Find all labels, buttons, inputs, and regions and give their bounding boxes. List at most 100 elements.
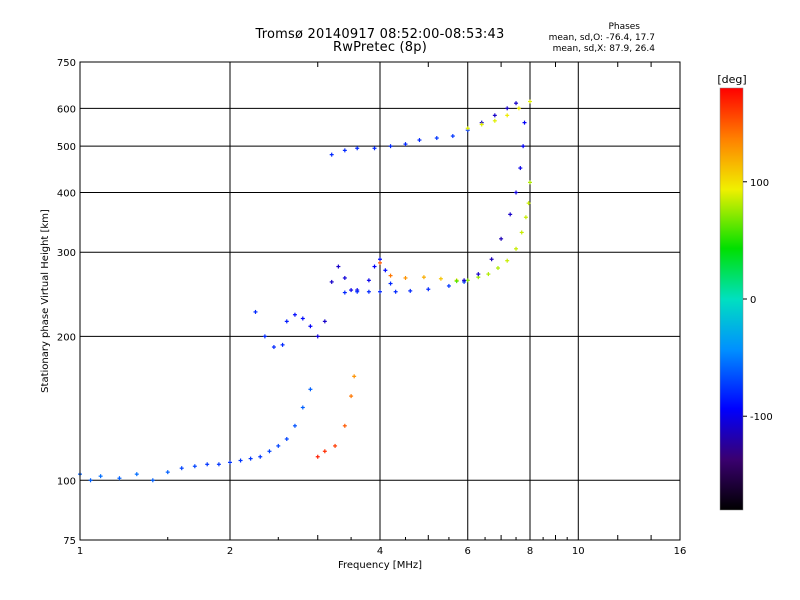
data-point xyxy=(271,345,276,350)
data-point xyxy=(342,275,347,280)
data-point xyxy=(516,106,521,111)
data-point xyxy=(262,334,267,339)
phase-stats-o: mean, sd,O: -76.4, 17.7 xyxy=(548,33,655,43)
data-point xyxy=(492,118,497,123)
x-tick-label: 6 xyxy=(465,546,471,557)
data-point xyxy=(417,138,422,143)
data-point xyxy=(434,136,439,141)
data-point xyxy=(465,126,470,131)
y-tick-label: 100 xyxy=(57,476,76,487)
data-point xyxy=(165,470,170,475)
y-axis-ticks: 75 100 200 300 400 500 600 750 xyxy=(57,58,76,547)
colorbar-tick-label: 0 xyxy=(750,295,756,306)
data-point xyxy=(476,272,481,277)
data-point xyxy=(505,106,510,111)
colorbar-tick-label: -100 xyxy=(750,412,773,423)
data-point xyxy=(300,405,305,410)
chart-subtitle: RwPretec (8p) xyxy=(333,40,427,55)
data-point xyxy=(514,246,519,251)
data-point xyxy=(528,99,532,104)
colorbar-label: [deg] xyxy=(717,73,746,86)
data-point xyxy=(349,394,354,399)
y-axis-label: Stationary phase Virtual Height [km] xyxy=(40,209,51,393)
data-point xyxy=(342,423,347,428)
data-point xyxy=(258,454,263,459)
data-point xyxy=(462,278,467,283)
data-point xyxy=(383,268,388,273)
data-point xyxy=(523,215,528,220)
data-point xyxy=(403,275,408,280)
data-point xyxy=(366,278,371,283)
data-point xyxy=(292,423,297,428)
x-axis-label: Frequency [MHz] xyxy=(338,560,422,571)
data-point xyxy=(526,201,531,206)
data-point xyxy=(518,166,523,171)
data-point xyxy=(292,312,297,317)
colorbar-ticks: 100 0 -100 xyxy=(743,178,773,423)
data-point xyxy=(522,120,527,125)
y-tick-label: 750 xyxy=(57,58,76,69)
data-point xyxy=(276,443,281,448)
data-point xyxy=(393,289,398,294)
data-point xyxy=(355,146,360,151)
data-point xyxy=(352,374,357,379)
data-point xyxy=(134,472,139,477)
phase-stats-x: mean, sd,X: 87.9, 26.4 xyxy=(552,44,655,54)
data-point xyxy=(499,236,504,241)
data-point xyxy=(248,456,253,461)
data-point xyxy=(192,464,197,469)
data-point xyxy=(378,289,382,294)
x-tick-label: 4 xyxy=(377,546,383,557)
data-point xyxy=(267,449,272,454)
y-tick-label: 400 xyxy=(57,188,76,199)
data-point xyxy=(378,260,382,265)
y-tick-label: 75 xyxy=(63,536,76,547)
x-tick-label: 16 xyxy=(674,546,687,557)
data-point xyxy=(284,319,289,324)
data-point xyxy=(450,134,455,139)
data-point xyxy=(315,334,320,339)
data-point xyxy=(528,180,532,185)
data-point xyxy=(408,288,413,293)
data-point xyxy=(421,275,426,280)
y-tick-label: 300 xyxy=(57,248,76,259)
data-point xyxy=(446,283,451,288)
data-point xyxy=(322,319,327,324)
data-point xyxy=(454,279,459,284)
data-point xyxy=(98,474,103,479)
data-point xyxy=(486,272,491,277)
data-point xyxy=(284,436,289,441)
data-point xyxy=(372,146,377,151)
data-point xyxy=(492,113,497,118)
data-point xyxy=(300,316,305,321)
data-point xyxy=(372,264,377,269)
data-point xyxy=(205,462,210,467)
data-point xyxy=(489,257,494,262)
grid-lines xyxy=(80,62,680,540)
data-point xyxy=(228,460,232,465)
data-point xyxy=(514,190,519,195)
data-point xyxy=(117,476,122,481)
data-point xyxy=(179,466,184,471)
data-point xyxy=(308,387,313,392)
data-point xyxy=(342,148,347,153)
data-point xyxy=(521,144,526,149)
data-point xyxy=(378,257,382,262)
data-point xyxy=(438,276,443,281)
y-tick-label: 600 xyxy=(57,104,76,115)
colorbar-tick-label: 100 xyxy=(750,178,769,189)
data-point xyxy=(349,288,354,293)
data-point xyxy=(388,144,393,149)
data-point xyxy=(216,462,221,467)
data-points xyxy=(78,99,532,483)
data-point xyxy=(495,266,500,271)
chart-title: Tromsø 20140917 08:52:00-08:53:43 xyxy=(255,27,505,42)
data-point xyxy=(505,258,510,263)
x-tick-label: 8 xyxy=(527,546,533,557)
data-point xyxy=(426,287,431,292)
data-point xyxy=(280,342,285,347)
data-point xyxy=(388,281,393,286)
data-point xyxy=(342,290,347,295)
data-point xyxy=(336,264,341,269)
data-point xyxy=(150,478,155,483)
